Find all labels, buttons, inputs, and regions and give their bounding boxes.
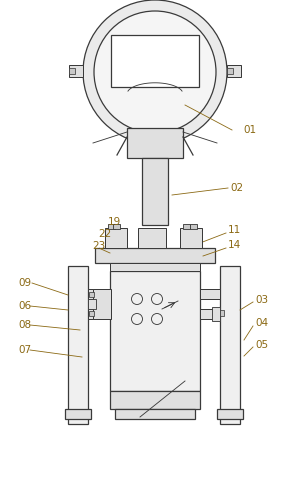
- Bar: [89, 292, 94, 297]
- Bar: [220, 310, 224, 316]
- Text: 07: 07: [18, 345, 31, 355]
- Text: 01: 01: [243, 125, 256, 135]
- Bar: [88, 299, 96, 309]
- Bar: [110, 271, 200, 391]
- Text: 09: 09: [18, 278, 31, 288]
- Bar: [227, 65, 241, 77]
- Text: 08: 08: [18, 320, 31, 330]
- Bar: [89, 311, 94, 316]
- Bar: [68, 266, 88, 424]
- Bar: [212, 307, 220, 321]
- Bar: [227, 68, 233, 74]
- Bar: [180, 228, 202, 248]
- Bar: [217, 409, 243, 419]
- Ellipse shape: [83, 0, 227, 144]
- Bar: [93, 289, 111, 319]
- Text: 05: 05: [255, 340, 268, 350]
- Bar: [105, 228, 127, 248]
- Bar: [190, 224, 197, 229]
- Bar: [110, 263, 200, 271]
- Bar: [69, 68, 75, 74]
- Bar: [65, 409, 91, 419]
- Ellipse shape: [94, 11, 216, 133]
- Bar: [183, 224, 190, 229]
- Text: 23: 23: [92, 241, 105, 251]
- Bar: [200, 289, 220, 299]
- Bar: [108, 224, 115, 229]
- Bar: [111, 35, 199, 87]
- Bar: [127, 128, 183, 158]
- Text: 14: 14: [228, 240, 241, 250]
- Bar: [69, 65, 83, 77]
- Bar: [88, 289, 110, 299]
- Bar: [88, 309, 110, 319]
- Bar: [95, 248, 215, 263]
- Text: 02: 02: [230, 183, 243, 193]
- Text: 19: 19: [108, 217, 121, 227]
- Text: 04: 04: [255, 318, 268, 328]
- Text: 03: 03: [255, 295, 268, 305]
- Text: 11: 11: [228, 225, 241, 235]
- Bar: [113, 224, 120, 229]
- Bar: [110, 391, 200, 409]
- Bar: [220, 266, 240, 424]
- Bar: [200, 309, 220, 319]
- Text: 22: 22: [98, 229, 111, 239]
- Bar: [138, 228, 166, 248]
- Bar: [115, 409, 195, 419]
- Text: 06: 06: [18, 301, 31, 311]
- Bar: [142, 158, 168, 225]
